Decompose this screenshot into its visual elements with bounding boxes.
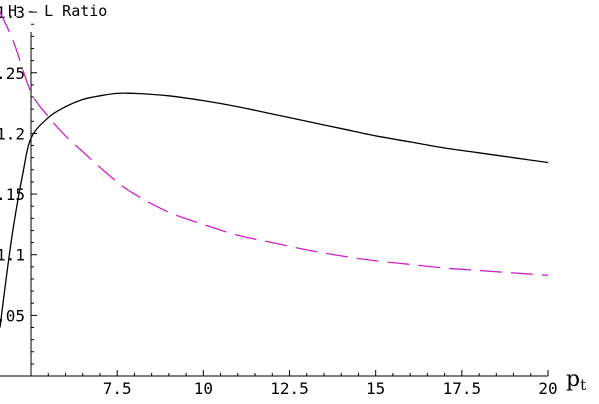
- x-tick-label: 12.5: [270, 379, 309, 398]
- y-tick-label: 1.05: [0, 306, 25, 325]
- x-axis-title-main: p: [566, 367, 580, 392]
- axes: [0, 32, 548, 377]
- y-tick-label: 1.25: [0, 64, 25, 83]
- series-line-dashed: [0, 11, 549, 276]
- x-tick-label: 20: [538, 379, 557, 398]
- series-line-solid: [0, 92, 549, 328]
- x-tick-label: 17.5: [443, 379, 482, 398]
- x-axis-title: pt: [566, 367, 586, 394]
- x-axis-title-sub: t: [580, 376, 586, 394]
- ticks: 7.5 10 12.5 15 17.5 20 1.05 1.1 1.15 1.2 1.25 1.3: [0, 3, 558, 398]
- y-tick-label: 1.2: [0, 124, 25, 143]
- y-tick-label: 1.15: [0, 185, 25, 204]
- y-axis-title: H - L Ratio: [8, 2, 107, 20]
- x-tick-label: 10: [194, 379, 213, 398]
- y-tick-label: 1.1: [0, 246, 25, 265]
- x-tick-label: 7.5: [103, 379, 132, 398]
- x-tick-label: 15: [366, 379, 385, 398]
- y-tick-label: 1.3: [0, 3, 25, 22]
- series-layer: [0, 11, 549, 328]
